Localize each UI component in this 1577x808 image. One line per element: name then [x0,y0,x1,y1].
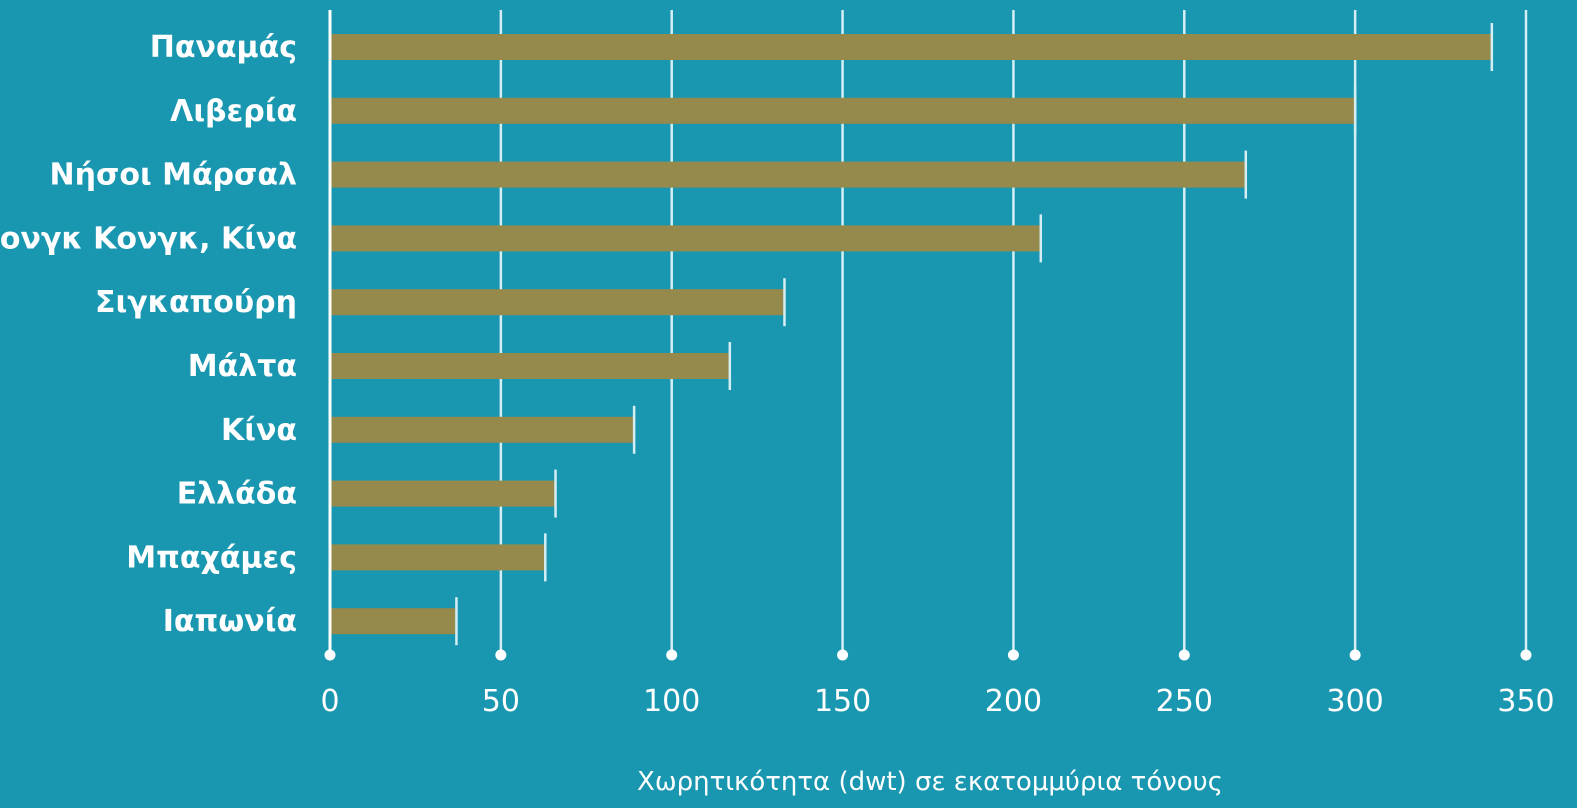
x-tick-label: 300 [1327,684,1384,719]
x-tick-label: 200 [985,684,1042,719]
category-labels: Παναμάς Λιβερία Νήσοι Μάρσαλ Χονγκ Κονγκ, Κ… [0,30,297,639]
x-axis-title: Χωρητικότητα (dwt) σε εκατομμύρια τόνους [637,767,1223,797]
bar [331,544,546,571]
tick-dot [324,649,336,661]
category-label: Χονγκ Κονγκ, Κίνα [0,221,297,256]
bar [331,34,1492,60]
bar [331,289,785,316]
x-tick-label: 350 [1497,684,1554,719]
bar [331,161,1246,188]
x-tick-label: 100 [643,684,700,719]
tick-dot [495,649,507,661]
x-axis-ticks: 0 50 100 150 200 250 300 350 [320,649,1555,719]
tick-dot [837,649,849,661]
category-label: Μπαχάμες [126,540,297,575]
tick-dot [1349,649,1361,661]
x-tick-label: 150 [814,684,871,719]
category-label: Σιγκαπούρη [95,285,297,320]
x-tick-label: 0 [320,684,339,719]
category-label: Μάλτα [188,349,297,384]
category-label: Παναμάς [150,30,297,65]
category-label: Λιβερία [170,94,297,129]
category-label: Κίνα [221,413,297,448]
tick-dot [666,649,678,661]
bar [331,225,1041,252]
category-label: Ελλάδα [177,477,297,512]
bar [331,608,457,635]
x-tick-label: 50 [482,684,520,719]
tick-dot [1178,649,1190,661]
bars [331,23,1494,646]
category-label: Ιαπωνία [163,604,297,639]
bar [331,480,556,507]
x-tick-label: 250 [1156,684,1213,719]
bar [331,97,1356,124]
bar [331,416,635,443]
tick-dot [1520,649,1532,661]
bar [331,353,730,379]
category-label: Νήσοι Μάρσαλ [50,158,297,193]
tick-dot [1007,649,1019,661]
